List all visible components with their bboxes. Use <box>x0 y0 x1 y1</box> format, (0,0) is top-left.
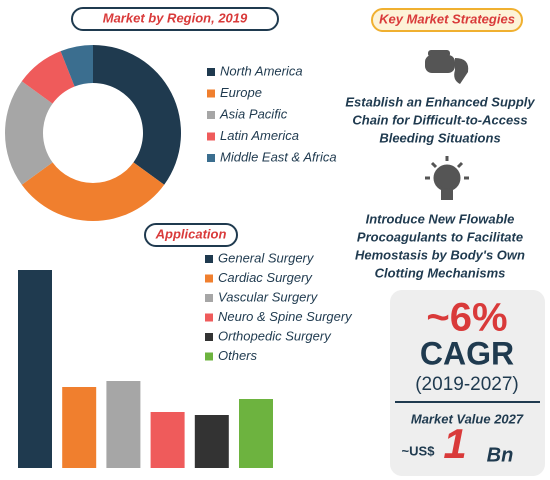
donut-slice <box>21 162 165 221</box>
legend-swatch <box>207 111 215 119</box>
bar <box>239 399 273 468</box>
cagr-box <box>390 290 545 476</box>
legend-label: Cardiac Surgery <box>218 270 313 285</box>
title-pill <box>71 7 279 31</box>
legend-swatch <box>205 333 213 341</box>
value-prefix: ~US$ <box>402 443 436 458</box>
bulb-icon <box>425 156 469 200</box>
donut-title: Market by Region, 2019 <box>103 10 248 25</box>
market-value: 1 <box>443 420 466 467</box>
bar-title: Application <box>155 226 227 241</box>
legend-swatch <box>205 255 213 263</box>
strategy-text: Bleeding Situations <box>379 130 500 145</box>
legend-label: Neuro & Spine Surgery <box>218 309 353 324</box>
bar <box>106 381 141 468</box>
donut-slice <box>93 45 181 185</box>
legend-swatch <box>205 294 213 302</box>
strategy-text: Introduce New Flowable <box>366 211 515 226</box>
legend-label: Europe <box>220 85 262 100</box>
strategies-pill <box>371 8 523 32</box>
legend-swatch <box>207 154 215 162</box>
legend-label: Others <box>218 348 258 363</box>
bar <box>62 387 97 468</box>
strategies-title: Key Market Strategies <box>379 11 515 26</box>
strategy-text: Establish an Enhanced Supply <box>345 94 535 109</box>
legend-swatch <box>205 274 213 283</box>
bar <box>18 270 52 468</box>
cagr-period: (2019-2027) <box>415 374 519 395</box>
legend-label: Asia Pacific <box>219 106 288 121</box>
strategy-text: Clotting Mechanisms <box>375 265 506 280</box>
legend-swatch <box>205 352 213 361</box>
donut-slice <box>21 51 75 104</box>
strategy-text: Hemostasis by Body's Own <box>355 247 525 262</box>
legend-swatch <box>207 132 215 141</box>
cagr-rate: ~6% <box>426 296 507 340</box>
legend-swatch <box>205 313 213 322</box>
legend-swatch <box>207 89 215 98</box>
legend-label: Vascular Surgery <box>218 289 319 304</box>
legend-swatch <box>207 68 215 76</box>
value-title: Market Value 2027 <box>411 411 524 426</box>
legend-label: Latin America <box>220 128 299 143</box>
hand-icon <box>425 50 469 84</box>
cagr-label: CAGR <box>420 335 514 371</box>
value-unit: Bn <box>487 444 514 466</box>
donut-slice <box>4 81 53 185</box>
application-pill <box>144 223 238 247</box>
bar <box>150 412 185 468</box>
donut-slice <box>60 45 93 87</box>
legend-label: Orthopedic Surgery <box>218 328 332 343</box>
legend-label: Middle East & Africa <box>220 149 337 164</box>
legend-label: North America <box>220 63 303 78</box>
strategy-text: Chain for Difficult-to-Access <box>352 112 527 127</box>
strategy-text: Procoagulants to Facilitate <box>357 229 523 244</box>
bar <box>194 415 229 468</box>
legend-label: General Surgery <box>218 250 315 265</box>
